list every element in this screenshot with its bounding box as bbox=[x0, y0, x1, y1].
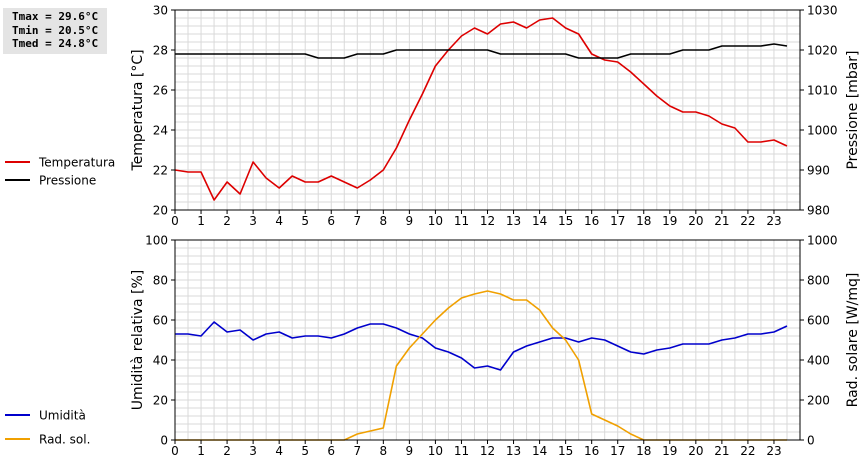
x-tick-label: 9 bbox=[406, 214, 414, 228]
x-tick-label: 9 bbox=[406, 444, 414, 458]
x-tick-label: 0 bbox=[171, 444, 179, 458]
x-tick-label: 8 bbox=[380, 214, 388, 228]
y-axis-title: Umidità relativa [%] bbox=[130, 270, 146, 411]
y-tick-label: 24 bbox=[153, 124, 168, 138]
y2-axis-title: Pressione [mbar] bbox=[845, 50, 860, 169]
x-tick-label: 15 bbox=[558, 214, 573, 228]
x-tick-label: 17 bbox=[610, 444, 625, 458]
x-tick-label: 23 bbox=[766, 444, 781, 458]
legend-label: Temperatura bbox=[38, 156, 115, 170]
tmin-text: Tmin = 20.5°C bbox=[12, 23, 99, 37]
x-tick-label: 5 bbox=[301, 214, 309, 228]
x-tick-label: 19 bbox=[662, 214, 677, 228]
series-umidit- bbox=[175, 321, 788, 371]
x-tick-label: 11 bbox=[454, 444, 469, 458]
y2-tick-label: 400 bbox=[807, 354, 830, 368]
y-tick-label: 0 bbox=[160, 434, 168, 448]
y2-tick-label: 1010 bbox=[807, 84, 838, 98]
series-pressione bbox=[175, 43, 788, 59]
x-tick-label: 17 bbox=[610, 214, 625, 228]
chart-hum: 0 1 2 3 4 5 6 7 8 9 10 11 12 13 14 15 16 17 18 19 20 21 22 2302… bbox=[5, 234, 860, 458]
x-tick-label: 5 bbox=[301, 444, 309, 458]
legend-label: Pressione bbox=[39, 174, 96, 188]
y-tick-label: 40 bbox=[153, 354, 168, 368]
x-tick-label: 18 bbox=[636, 214, 651, 228]
x-tick-label: 16 bbox=[584, 214, 599, 228]
x-tick-label: 10 bbox=[428, 214, 443, 228]
x-tick-label: 8 bbox=[380, 444, 388, 458]
series-temperatura bbox=[174, 17, 788, 201]
x-tick-label: 21 bbox=[714, 444, 729, 458]
x-tick-label: 0 bbox=[171, 214, 179, 228]
y2-tick-label: 980 bbox=[807, 204, 830, 218]
x-tick-label: 6 bbox=[327, 444, 335, 458]
y-tick-label: 22 bbox=[153, 164, 168, 178]
y2-tick-label: 1020 bbox=[807, 44, 838, 58]
y-tick-label: 30 bbox=[153, 4, 168, 18]
y-tick-label: 100 bbox=[145, 234, 168, 248]
x-tick-label: 20 bbox=[688, 214, 703, 228]
y2-tick-label: 200 bbox=[807, 394, 830, 408]
tmed-text: Tmed = 24.8°C bbox=[12, 37, 99, 50]
x-tick-label: 23 bbox=[766, 214, 781, 228]
x-tick-label: 6 bbox=[327, 214, 335, 228]
y2-tick-label: 600 bbox=[807, 314, 830, 328]
y-tick-label: 20 bbox=[153, 204, 168, 218]
legend-label: Rad. sol. bbox=[39, 433, 90, 447]
x-tick-label: 18 bbox=[636, 444, 651, 458]
x-tick-label: 2 bbox=[223, 214, 231, 228]
y2-tick-label: 1000 bbox=[807, 234, 838, 248]
y2-tick-label: 1030 bbox=[807, 4, 838, 18]
x-tick-label: 22 bbox=[740, 214, 755, 228]
x-tick-label: 7 bbox=[353, 444, 361, 458]
y-axis-title: Temperatura [°C] bbox=[130, 49, 146, 171]
x-tick-label: 1 bbox=[197, 444, 205, 458]
x-tick-label: 14 bbox=[532, 444, 547, 458]
x-tick-label: 3 bbox=[249, 214, 257, 228]
y2-tick-label: 800 bbox=[807, 274, 830, 288]
tmax-text: Tmax = 29.6°C bbox=[12, 10, 99, 23]
x-tick-label: 14 bbox=[532, 214, 547, 228]
x-tick-label: 4 bbox=[275, 214, 283, 228]
x-tick-label: 13 bbox=[506, 444, 521, 458]
x-tick-label: 3 bbox=[249, 444, 257, 458]
y2-tick-label: 0 bbox=[807, 434, 815, 448]
x-tick-label: 11 bbox=[454, 214, 469, 228]
x-tick-label: 15 bbox=[558, 444, 573, 458]
y2-axis-title: Rad. solare [W/mq] bbox=[845, 273, 860, 408]
x-tick-label: 10 bbox=[428, 444, 443, 458]
y-tick-label: 60 bbox=[153, 314, 168, 328]
y-tick-label: 80 bbox=[153, 274, 168, 288]
legend-label: Umidità bbox=[39, 409, 86, 423]
x-tick-label: 19 bbox=[662, 444, 677, 458]
x-tick-label: 12 bbox=[480, 214, 495, 228]
x-tick-label: 12 bbox=[480, 444, 495, 458]
x-tick-label: 13 bbox=[506, 214, 521, 228]
x-tick-label: 2 bbox=[223, 444, 231, 458]
y-tick-label: 26 bbox=[153, 84, 168, 98]
x-tick-label: 16 bbox=[584, 444, 599, 458]
y-tick-label: 20 bbox=[153, 394, 168, 408]
y2-tick-label: 1000 bbox=[807, 124, 838, 138]
x-tick-label: 1 bbox=[197, 214, 205, 228]
x-tick-label: 7 bbox=[353, 214, 361, 228]
y-tick-label: 28 bbox=[153, 44, 168, 58]
x-tick-label: 21 bbox=[714, 214, 729, 228]
chart-temp: 0 1 2 3 4 5 6 7 8 9 10 11 12 13 14 15 16 17 18 19 20 21 22 2320… bbox=[5, 4, 860, 228]
y2-tick-label: 990 bbox=[807, 164, 830, 178]
x-tick-label: 20 bbox=[688, 444, 703, 458]
x-tick-label: 4 bbox=[275, 444, 283, 458]
x-tick-label: 22 bbox=[740, 444, 755, 458]
stats-box: Tmax = 29.6°C Tmin = 20.5°C Tmed = 24.8°… bbox=[3, 8, 107, 54]
